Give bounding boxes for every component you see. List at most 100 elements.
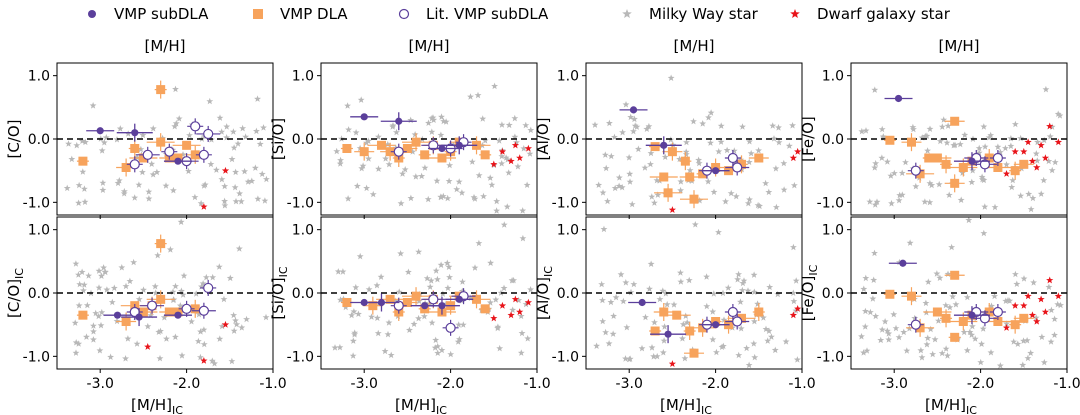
legend-entry: VMP subDLA <box>88 5 209 23</box>
milky-way-star <box>738 286 746 294</box>
milky-way-star <box>79 168 87 175</box>
milky-way-star <box>963 293 971 301</box>
milky-way-star <box>715 228 722 236</box>
milky-way-star <box>493 197 501 205</box>
x-tick-label: -3.0 <box>881 376 908 392</box>
milky-way-star <box>707 139 714 146</box>
milky-way-star <box>149 171 157 178</box>
milky-way-star <box>750 288 758 295</box>
milky-way-star <box>690 117 697 125</box>
milky-way-star <box>869 295 877 302</box>
milky-way-star <box>116 125 124 132</box>
milky-way-star <box>260 124 267 131</box>
milky-way-star <box>611 133 618 141</box>
vmp-dla-point <box>156 239 166 249</box>
milky-way-star <box>965 216 973 224</box>
vmp-dla-point <box>1019 159 1029 169</box>
milky-way-star <box>437 193 445 200</box>
milky-way-star <box>421 164 429 171</box>
milky-way-star <box>177 218 185 225</box>
milky-way-star <box>903 347 911 354</box>
milky-way-star <box>169 288 177 295</box>
milky-way-star <box>938 123 946 130</box>
milky-way-star <box>780 186 788 193</box>
milky-way-star <box>968 331 976 338</box>
milky-way-star <box>734 275 741 283</box>
x-tick-label: -3.0 <box>351 376 378 392</box>
milky-way-star <box>145 195 153 202</box>
vmp-subdla-point <box>894 94 903 103</box>
milky-way-star <box>740 277 748 284</box>
milky-way-star <box>350 308 358 315</box>
milky-way-star <box>384 330 392 338</box>
dwarf-galaxy-star <box>1002 170 1011 177</box>
milky-way-star <box>133 340 141 347</box>
dwarf-galaxy-star <box>490 314 498 322</box>
milky-way-star <box>438 346 446 354</box>
vmp-dla-point <box>698 323 708 333</box>
milky-way-star <box>103 286 111 293</box>
dwarf-galaxy-star <box>1046 122 1054 130</box>
milky-way-star <box>171 122 179 130</box>
milky-way-star <box>345 126 352 133</box>
milky-way-star <box>467 93 474 100</box>
milky-way-star <box>444 194 452 202</box>
legend-entry: VMP DLA <box>253 5 348 23</box>
milky-way-star <box>924 278 932 285</box>
milky-way-star <box>522 121 530 129</box>
milky-way-star <box>782 338 790 345</box>
vmp-dla-point <box>359 147 369 157</box>
milky-way-star <box>622 279 630 286</box>
milky-way-star <box>747 149 755 157</box>
dwarf-galaxy-star <box>490 160 498 168</box>
milky-way-star <box>647 160 654 168</box>
milky-way-star <box>627 113 635 121</box>
vmp-dla-point <box>885 289 895 299</box>
vmp-subdla-point <box>135 313 143 321</box>
lit-vmp-subdla-point <box>992 306 1003 318</box>
milky-way-star <box>599 317 607 325</box>
vmp-dla-point <box>984 307 994 317</box>
milky-way-star <box>434 342 442 350</box>
milky-way-star <box>633 123 641 130</box>
milky-way-star <box>206 97 214 105</box>
milky-way-star <box>493 207 500 214</box>
milky-way-star <box>750 271 758 278</box>
milky-way-star <box>244 178 252 185</box>
milky-way-star <box>895 196 903 204</box>
milky-way-star <box>401 166 409 173</box>
milky-way-star <box>653 352 661 360</box>
milky-way-star <box>505 121 513 129</box>
milky-way-star <box>75 302 83 309</box>
lit-vmp-subdla-point <box>393 146 404 157</box>
y-axis-label-sub: IC <box>807 264 820 275</box>
vmp-dla-point <box>411 291 421 301</box>
milky-way-star <box>475 239 483 247</box>
milky-way-star <box>356 252 364 260</box>
vmp-dla-point <box>121 163 131 172</box>
milky-way-star <box>261 197 269 204</box>
milky-way-star <box>924 334 932 342</box>
vmp-dla-point <box>737 313 747 323</box>
milky-way-star <box>230 144 238 151</box>
dwarf-galaxy-star <box>668 206 676 213</box>
milky-way-star <box>71 319 79 326</box>
vmp-dla-point <box>950 116 960 126</box>
milky-way-star <box>609 330 617 337</box>
milky-way-star <box>960 328 968 336</box>
milky-way-star <box>90 336 97 343</box>
x-axis-label-main: [M/H] <box>131 396 172 414</box>
milky-way-star <box>1023 337 1031 344</box>
milky-way-star <box>387 351 395 359</box>
milky-way-star <box>411 131 419 138</box>
milky-way-star <box>200 326 208 333</box>
vmp-subdla-point <box>377 298 386 307</box>
milky-way-star <box>944 352 951 359</box>
milky-way-star <box>942 345 950 352</box>
vmp-dla-point <box>659 307 669 317</box>
dwarf-galaxy-star <box>1002 324 1011 331</box>
milky-way-star <box>229 128 237 135</box>
milky-way-star <box>627 288 635 296</box>
milky-way-star <box>896 258 903 266</box>
vmp-subdla-point <box>395 117 403 125</box>
